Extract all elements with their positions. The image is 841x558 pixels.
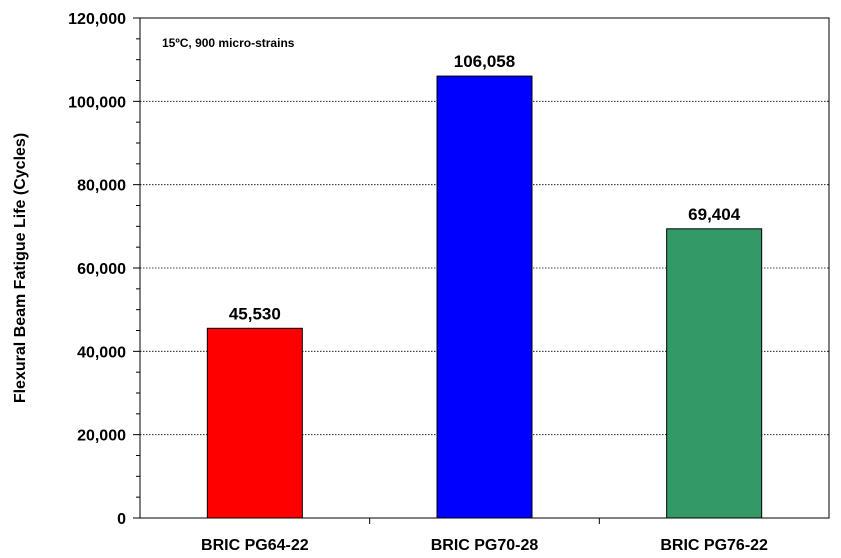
y-tick-label: 20,000 (77, 428, 126, 445)
axes (133, 17, 830, 524)
y-tick-label: 120,000 (68, 11, 126, 28)
y-tick-label: 80,000 (77, 178, 126, 195)
x-tick-label: BRIC PG64-22 (201, 537, 309, 554)
data-label: 106,058 (454, 52, 515, 71)
data-label: 69,404 (688, 205, 741, 224)
chart-annotation: 15ºC, 900 micro-strains (162, 36, 295, 50)
bars (206, 75, 763, 519)
y-tick-label: 100,000 (68, 94, 126, 111)
y-tick-label: 60,000 (77, 261, 126, 278)
y-tick-labels: 0 20,000 40,000 60,000 80,000 100,000 120,000 (68, 11, 126, 528)
y-tick-label: 40,000 (77, 344, 126, 361)
x-tick-label: BRIC PG76-22 (660, 537, 768, 554)
y-tick-label: 0 (117, 511, 126, 528)
data-labels: 45,530 106,058 69,404 (229, 52, 741, 323)
y-axis-title: Flexural Beam Fatigue Life (Cycles) (12, 133, 29, 403)
data-label: 45,530 (229, 304, 281, 323)
bar (666, 228, 763, 519)
bar (436, 75, 533, 519)
bar (206, 327, 303, 519)
x-tick-label: BRIC PG70-28 (431, 537, 539, 554)
x-tick-labels: BRIC PG64-22 BRIC PG70-28 BRIC PG76-22 (201, 537, 768, 554)
